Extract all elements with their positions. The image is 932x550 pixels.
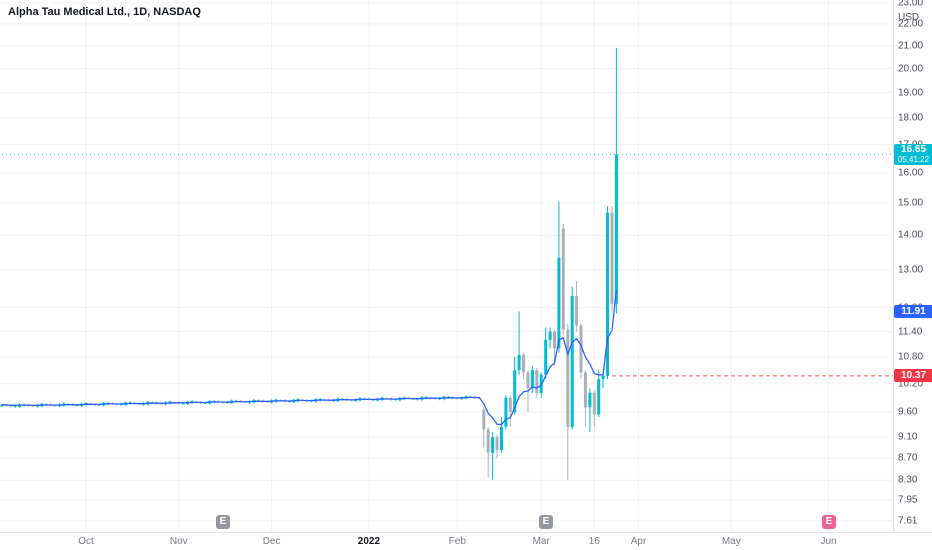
candle-body: [508, 397, 512, 412]
price-tick: 22.00: [898, 18, 924, 30]
time-axis[interactable]: Oct Nov Dec 2022 Feb Mar 16 Apr May Jun: [0, 532, 932, 550]
candle-body: [557, 257, 561, 349]
price-tick: 9.60: [898, 406, 918, 418]
candle-body: [535, 370, 539, 393]
candle-body: [181, 403, 185, 405]
price-tick: 8.30: [898, 474, 918, 486]
price-tick: 16.00: [898, 167, 924, 179]
candle-body: [526, 372, 530, 389]
candle-body: [491, 437, 495, 453]
time-tick-apr: Apr: [630, 536, 647, 547]
price-tick: 10.80: [898, 351, 924, 363]
candle-body: [570, 296, 574, 427]
candle-body: [583, 372, 587, 408]
earnings-badge[interactable]: E: [539, 515, 553, 529]
candle-body: [530, 370, 534, 389]
candle-body: [495, 437, 499, 451]
price-tick: 13.00: [898, 264, 924, 276]
candle-body: [0, 404, 4, 407]
price-tick: 20.00: [898, 63, 924, 74]
price-tick: 7.61: [898, 515, 918, 527]
last-price-label: 16.65 05:41:22: [894, 144, 932, 165]
time-tick-nov: Nov: [169, 536, 188, 547]
candle-body: [9, 405, 13, 407]
price-tick: 19.00: [898, 87, 924, 98]
candlestick-chart: [0, 0, 893, 532]
candle-body: [579, 325, 583, 373]
candle-body: [544, 339, 548, 375]
candle-body: [575, 296, 579, 326]
prev-close-price-label: 10.37: [894, 369, 932, 382]
price-tick: 9.10: [898, 431, 918, 443]
price-tick: 23.00: [898, 0, 924, 9]
time-tick-dec: Dec: [262, 536, 281, 547]
price-tick: 10.20: [898, 378, 924, 390]
candle-body: [53, 405, 57, 407]
candle-body: [566, 329, 570, 427]
candle-body: [504, 397, 508, 427]
candle-body: [592, 392, 596, 415]
last-price-value: 16.65: [900, 144, 927, 155]
candles-layer: [0, 47, 618, 481]
time-tick-16: 16: [588, 536, 600, 547]
bar-countdown: 05:41:22: [897, 155, 930, 164]
earnings-badge[interactable]: E: [216, 515, 230, 529]
candle-body: [601, 375, 605, 380]
candle-body: [500, 426, 503, 451]
price-tick: 8.70: [898, 452, 918, 464]
price-tick: 15.00: [898, 197, 924, 209]
time-tick-2022: 2022: [357, 536, 381, 547]
time-tick-feb: Feb: [448, 536, 466, 547]
price-tick: 21.00: [898, 40, 924, 52]
candle-body: [553, 331, 556, 349]
candle-body: [517, 354, 521, 371]
price-axis[interactable]: USD 16.65 05:41:22 11.91 10.37 23.00 22.0…: [893, 0, 932, 532]
candle-body: [513, 370, 517, 412]
candle-body: [610, 212, 614, 304]
candle-body: [486, 429, 490, 453]
candle-body: [606, 212, 609, 376]
ema-line[interactable]: [1, 289, 618, 426]
symbol-legend[interactable]: Alpha Tau Medical Ltd., 1D, NASDAQ: [8, 6, 201, 18]
time-tick-jun: Jun: [820, 536, 837, 547]
price-tick: 18.00: [898, 112, 924, 124]
price-chart-pane[interactable]: Alpha Tau Medical Ltd., 1D, NASDAQ E E E: [0, 0, 893, 532]
candle-body: [588, 392, 592, 408]
price-tick: 7.95: [898, 494, 918, 506]
time-tick-oct: Oct: [78, 536, 94, 547]
earnings-upcoming-badge[interactable]: E: [822, 515, 836, 529]
price-tick: 14.00: [898, 229, 924, 241]
candle-body: [522, 354, 526, 373]
symbol-title[interactable]: Alpha Tau Medical Ltd., 1D, NASDAQ: [8, 6, 201, 18]
time-tick-may: May: [721, 536, 741, 547]
time-tick-mar: Mar: [532, 536, 550, 547]
candle-body: [287, 401, 291, 403]
candle-body: [13, 405, 17, 407]
candle-body: [482, 409, 486, 430]
candle-body: [75, 405, 79, 407]
currency-label: USD: [898, 12, 920, 23]
candle-body: [597, 379, 601, 415]
indicator-price-label: 11.91: [894, 305, 932, 318]
candle-body: [548, 331, 552, 340]
candle-body: [614, 154, 618, 304]
candle-body: [393, 399, 397, 401]
candle-body: [561, 228, 565, 330]
price-tick: 11.40: [898, 326, 923, 338]
